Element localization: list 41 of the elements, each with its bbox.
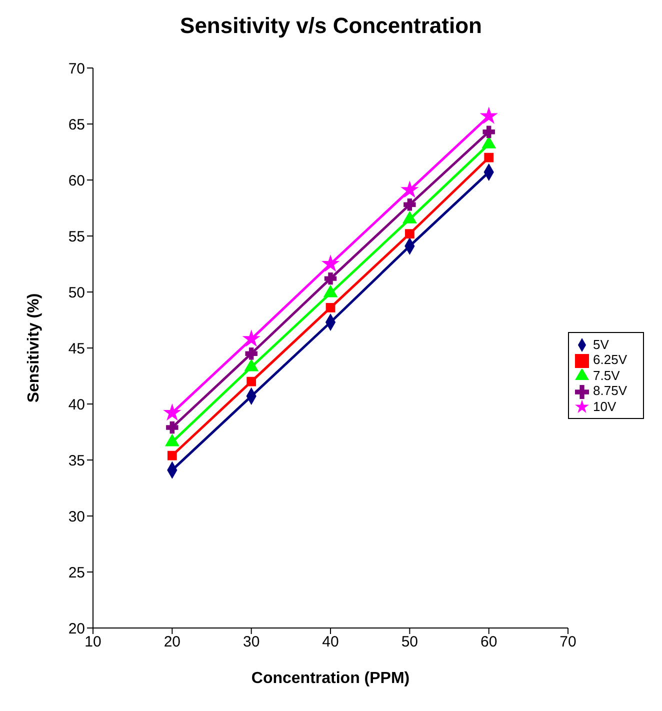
legend-label: 8.75V — [593, 383, 627, 398]
legend-label: 7.5V — [593, 368, 620, 383]
point — [246, 376, 256, 386]
x-tick-label: 10 — [84, 634, 102, 651]
y-tick-label: 50 — [68, 284, 85, 302]
point — [484, 152, 494, 162]
y-axis-title: Sensitivity (%) — [26, 293, 43, 403]
point — [167, 450, 177, 460]
y-tick-label: 65 — [68, 116, 85, 134]
y-tick-label: 70 — [68, 60, 85, 78]
y-tick-label: 40 — [68, 396, 85, 414]
legend-label: 5V — [593, 336, 609, 352]
legend-label: 10V — [593, 398, 616, 414]
y-tick-label: 25 — [68, 564, 85, 582]
x-tick-label: 40 — [322, 634, 339, 651]
point — [324, 272, 337, 285]
point — [480, 108, 497, 124]
point — [326, 302, 336, 312]
y-tick-label: 60 — [68, 172, 85, 190]
x-tick-label: 70 — [560, 634, 576, 651]
chart-title: Sensitivity v/s Concentration — [179, 12, 483, 40]
point — [243, 330, 260, 346]
y-tick-label: 20 — [68, 620, 85, 638]
y-tick-label: 45 — [68, 340, 85, 358]
y-tick-label: 30 — [68, 508, 85, 526]
y-tick-label: 35 — [68, 452, 85, 470]
point — [166, 421, 178, 434]
y-tick-label: 55 — [68, 228, 85, 246]
point — [164, 404, 180, 420]
point — [322, 256, 339, 271]
x-tick-label: 60 — [480, 634, 498, 651]
x-tick-label: 50 — [401, 634, 418, 651]
x-tick-label: 20 — [164, 634, 181, 651]
x-axis-title: Concentration (PPM) — [251, 670, 410, 687]
point — [402, 182, 418, 197]
point — [482, 126, 495, 138]
legend-label: 6.25V — [593, 352, 627, 368]
point — [245, 347, 258, 360]
point — [404, 229, 414, 238]
x-tick-label: 30 — [242, 634, 260, 651]
point — [404, 198, 416, 211]
